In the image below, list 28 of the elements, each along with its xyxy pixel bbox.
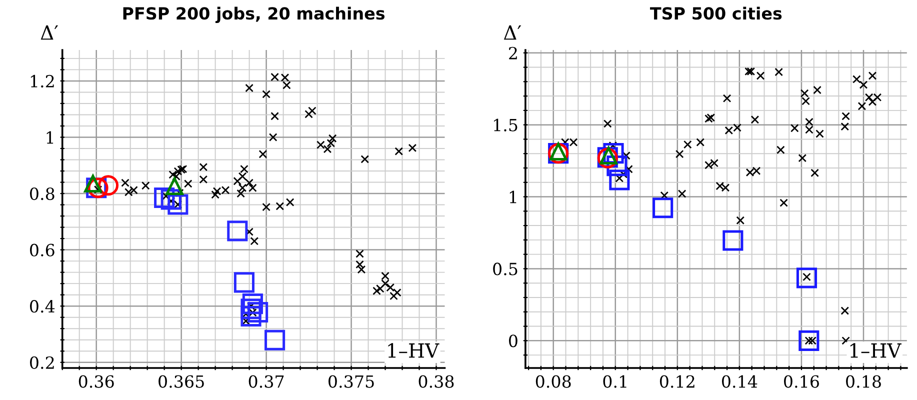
x-tick-label: 0.14 [722, 375, 758, 388]
x-tick-label: 0.37 [248, 375, 284, 388]
y-tick-label: 1 [510, 190, 516, 204]
y-tick-label: 0.6 [30, 244, 54, 256]
y-axis-title: Δ′ [40, 25, 58, 40]
chart-title: TSP 500 cities [650, 6, 782, 20]
x-tick-label: 0.18 [846, 375, 881, 388]
x-axis-title: 1–HV [850, 343, 902, 358]
y-tick-label: 0.5 [493, 262, 518, 276]
x-tick-label: 0.375 [328, 375, 374, 388]
y-tick-label: 1 [46, 131, 54, 144]
y-tick-label: 1.2 [30, 74, 54, 88]
y-tick-label: 0.8 [30, 187, 54, 200]
x-tick-label: 0.38 [418, 375, 454, 388]
x-tick-label: 0.1 [603, 375, 626, 388]
x-tick-label: 0.365 [158, 375, 204, 388]
x-tick-label: 0.36 [78, 375, 114, 388]
x-tick-label: 0.16 [784, 375, 819, 388]
chart-title: PFSP 200 jobs, 20 machines [123, 6, 385, 24]
y-tick-label: 1.5 [494, 118, 518, 132]
x-tick-label: 0.12 [660, 375, 694, 388]
y-tick-label: 2 [509, 46, 517, 60]
y-axis-title: Δ′ [504, 25, 522, 40]
y-tick-label: 0.4 [30, 300, 55, 313]
y-tick-label: 0.2 [30, 356, 54, 369]
x-tick-label: 0.08 [536, 375, 571, 388]
y-tick-label: 0 [508, 334, 518, 348]
x-axis-title: 1–HV [388, 343, 440, 358]
